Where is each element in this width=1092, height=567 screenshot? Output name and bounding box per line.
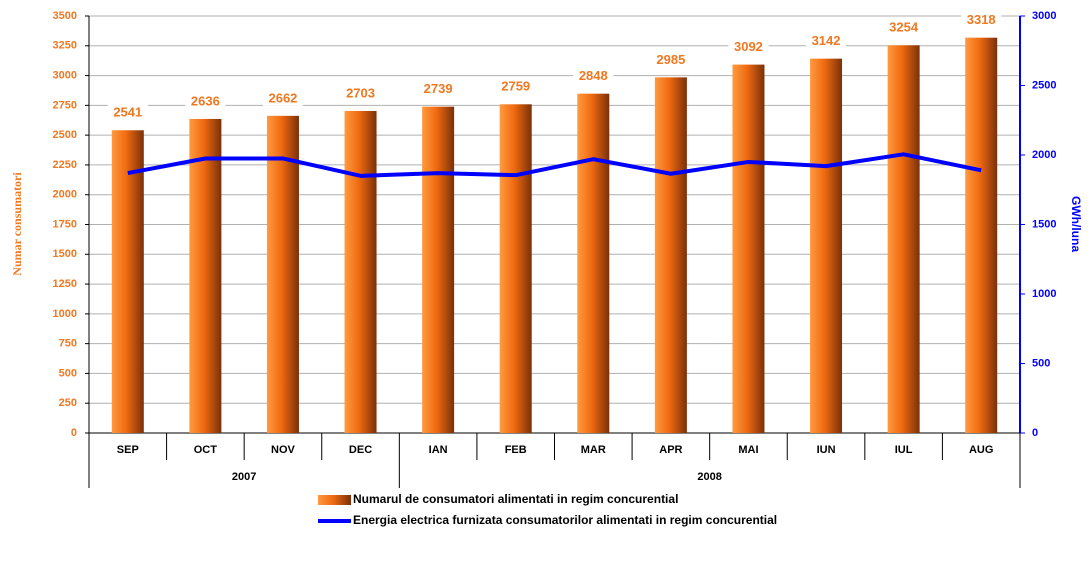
bar: [266, 115, 299, 434]
bar: [189, 118, 222, 434]
value-label-bg: [883, 19, 924, 36]
value-label-bg: [107, 104, 148, 121]
y-axis-title: Numar consumatori: [10, 172, 24, 276]
y-tick-label: 3000: [53, 69, 77, 81]
value-label: 2636: [191, 93, 220, 108]
x-tick-label: IUN: [817, 444, 836, 456]
bar: [422, 106, 455, 433]
x-tick-label: IAN: [429, 444, 448, 456]
value-label-bg: [573, 67, 614, 84]
value-label-bg: [961, 11, 1002, 28]
x-tick-label: AUG: [969, 444, 993, 456]
y-tick-label: 0: [71, 427, 77, 439]
y2-tick-label: 3000: [1032, 10, 1056, 22]
bar: [887, 45, 920, 433]
bar: [111, 130, 144, 433]
y-tick-label: 3250: [53, 40, 77, 52]
y-tick-label: 2250: [53, 159, 77, 171]
x-group-label: 2007: [232, 471, 256, 483]
value-label: 2985: [656, 52, 685, 67]
y-tick-label: 750: [59, 338, 77, 350]
value-label-bg: [806, 32, 847, 49]
y-tick-label: 1500: [53, 248, 77, 260]
y2-tick-label: 500: [1032, 357, 1050, 369]
bar: [810, 58, 843, 434]
y-tick-label: 1750: [53, 218, 77, 230]
y2-tick-label: 2000: [1032, 149, 1056, 161]
bar: [654, 77, 687, 433]
x-tick-label: MAR: [581, 444, 606, 456]
value-label: 2739: [424, 81, 453, 96]
value-label-bg: [418, 80, 459, 97]
value-label-bg: [185, 92, 226, 109]
y-tick-label: 2750: [53, 99, 77, 111]
bar: [732, 64, 765, 433]
x-tick-label: DEC: [349, 444, 372, 456]
y-tick-label: 2500: [53, 129, 77, 141]
x-tick-label: NOV: [271, 444, 296, 456]
line: [127, 152, 982, 178]
value-label-bg: [650, 51, 691, 68]
x-tick-label: SEP: [117, 444, 139, 456]
value-label-bg: [728, 38, 769, 55]
value-label-bg: [495, 78, 536, 95]
value-label: 3318: [967, 12, 996, 27]
legend-label: Numarul de consumatori alimentati in reg…: [353, 492, 678, 506]
value-label: 2662: [268, 90, 297, 105]
x-tick-label: FEB: [505, 444, 527, 456]
x-tick-label: OCT: [194, 444, 218, 456]
y2-tick-label: 0: [1032, 427, 1038, 439]
x-tick-label: APR: [659, 444, 682, 456]
legend-swatch: [318, 495, 351, 505]
y-tick-label: 2000: [53, 189, 77, 201]
bar: [499, 104, 532, 434]
value-label: 2848: [579, 68, 608, 83]
y-tick-label: 3500: [53, 10, 77, 22]
bar: [344, 110, 377, 434]
y2-tick-label: 1500: [1032, 218, 1056, 230]
value-label-bg: [340, 84, 381, 101]
value-label: 2703: [346, 85, 375, 100]
value-label: 3254: [889, 20, 919, 35]
value-label: 3142: [812, 33, 841, 48]
value-label-bg: [262, 89, 303, 106]
value-label: 2759: [501, 79, 530, 94]
y-tick-label: 1000: [53, 308, 77, 320]
y-tick-label: 1250: [53, 278, 77, 290]
y-tick-label: 500: [59, 367, 77, 379]
bar: [965, 37, 998, 434]
value-label: 3092: [734, 39, 763, 54]
x-tick-label: MAI: [738, 444, 758, 456]
value-label: 2541: [113, 105, 142, 120]
y2-tick-label: 1000: [1032, 288, 1056, 300]
y2-tick-label: 2500: [1032, 79, 1056, 91]
y-tick-label: 250: [59, 397, 77, 409]
y2-axis-title: GWh/luna: [1069, 196, 1083, 252]
bar: [577, 93, 610, 433]
x-group-label: 2008: [697, 471, 721, 483]
legend-label: Energia electrica furnizata consumatoril…: [353, 513, 777, 527]
x-tick-label: IUL: [895, 444, 913, 456]
